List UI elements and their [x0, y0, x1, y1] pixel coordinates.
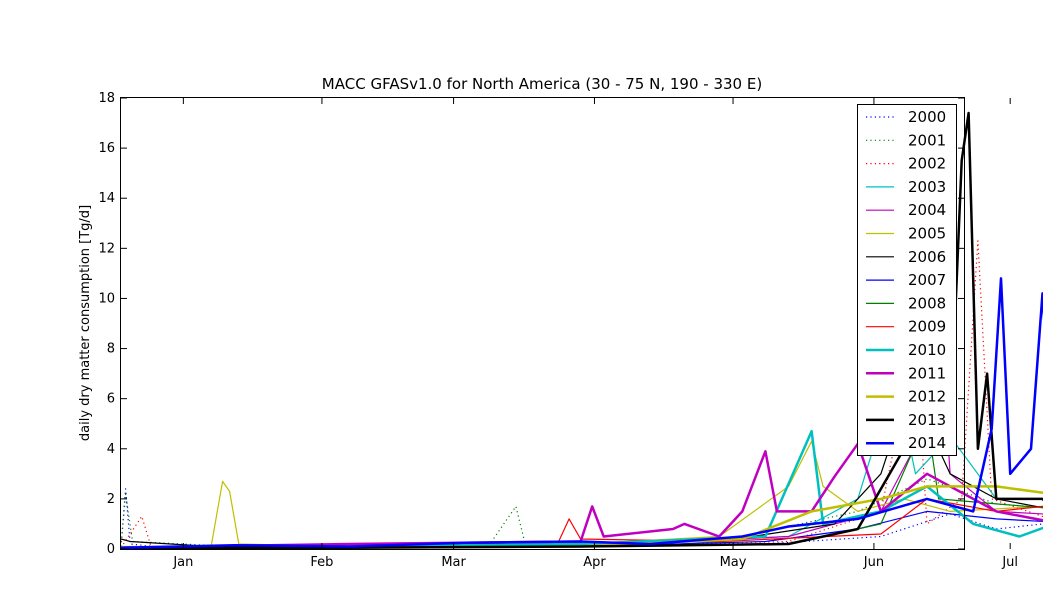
y-tick-label: 8: [107, 342, 115, 357]
chart-title: MACC GFASv1.0 for North America (30 - 75…: [322, 75, 762, 93]
legend-label-2002: 2002: [908, 155, 946, 173]
x-tick-label: Mar: [441, 555, 466, 570]
legend: 2000 2001 2002 2003 2004 2005 2006 2007 2008 2009…: [857, 104, 957, 456]
x-tick-label: Jan: [172, 555, 193, 570]
legend-label-2007: 2007: [908, 271, 946, 289]
legend-label-2009: 2009: [908, 318, 946, 336]
y-tick-label: 4: [107, 442, 115, 457]
legend-label-2003: 2003: [908, 178, 946, 196]
legend-label-2010: 2010: [908, 341, 946, 359]
legend-label-2001: 2001: [908, 131, 946, 149]
x-tick-label: Jun: [863, 555, 884, 570]
series-line-2003: [121, 395, 1043, 549]
series-line-2009: [121, 498, 1043, 549]
legend-label-2000: 2000: [908, 108, 946, 126]
series-line-2011: [120, 442, 1043, 549]
plot-frame: [120, 97, 965, 550]
y-tick-label: 6: [107, 392, 115, 407]
series-line-2014: [120, 277, 1043, 549]
ticks-layer: 024681012141618JanFebMarAprMayJunJulAugS…: [98, 91, 1018, 570]
y-tick-label: 2: [107, 492, 115, 507]
legend-label-2006: 2006: [908, 248, 946, 266]
legend-label-2005: 2005: [908, 225, 946, 243]
x-tick-label: Jul: [1001, 555, 1018, 570]
legend-label-2014: 2014: [908, 434, 946, 452]
series-line-2007: [121, 510, 1043, 549]
series-line-2012: [121, 485, 1043, 549]
legend-label-2011: 2011: [908, 364, 946, 382]
legend-label-2012: 2012: [908, 388, 946, 406]
y-tick-label: 0: [107, 542, 115, 557]
x-tick-label: Apr: [583, 555, 606, 570]
legend-label-2008: 2008: [908, 294, 946, 312]
legend-label-2004: 2004: [908, 201, 946, 219]
y-tick-label: 18: [98, 91, 115, 106]
x-tick-label: May: [720, 555, 747, 570]
y-tick-label: 10: [98, 291, 115, 306]
y-axis-label: daily dry matter consumption [Tg/d]: [78, 205, 93, 441]
x-tick-label: Feb: [310, 555, 333, 570]
y-tick-label: 16: [98, 141, 115, 156]
legend-label-2013: 2013: [908, 411, 946, 429]
series-line-2005: [121, 440, 1043, 548]
y-tick-label: 12: [98, 241, 115, 256]
series-line-2010: [120, 429, 1043, 549]
y-tick-label: 14: [98, 191, 115, 206]
